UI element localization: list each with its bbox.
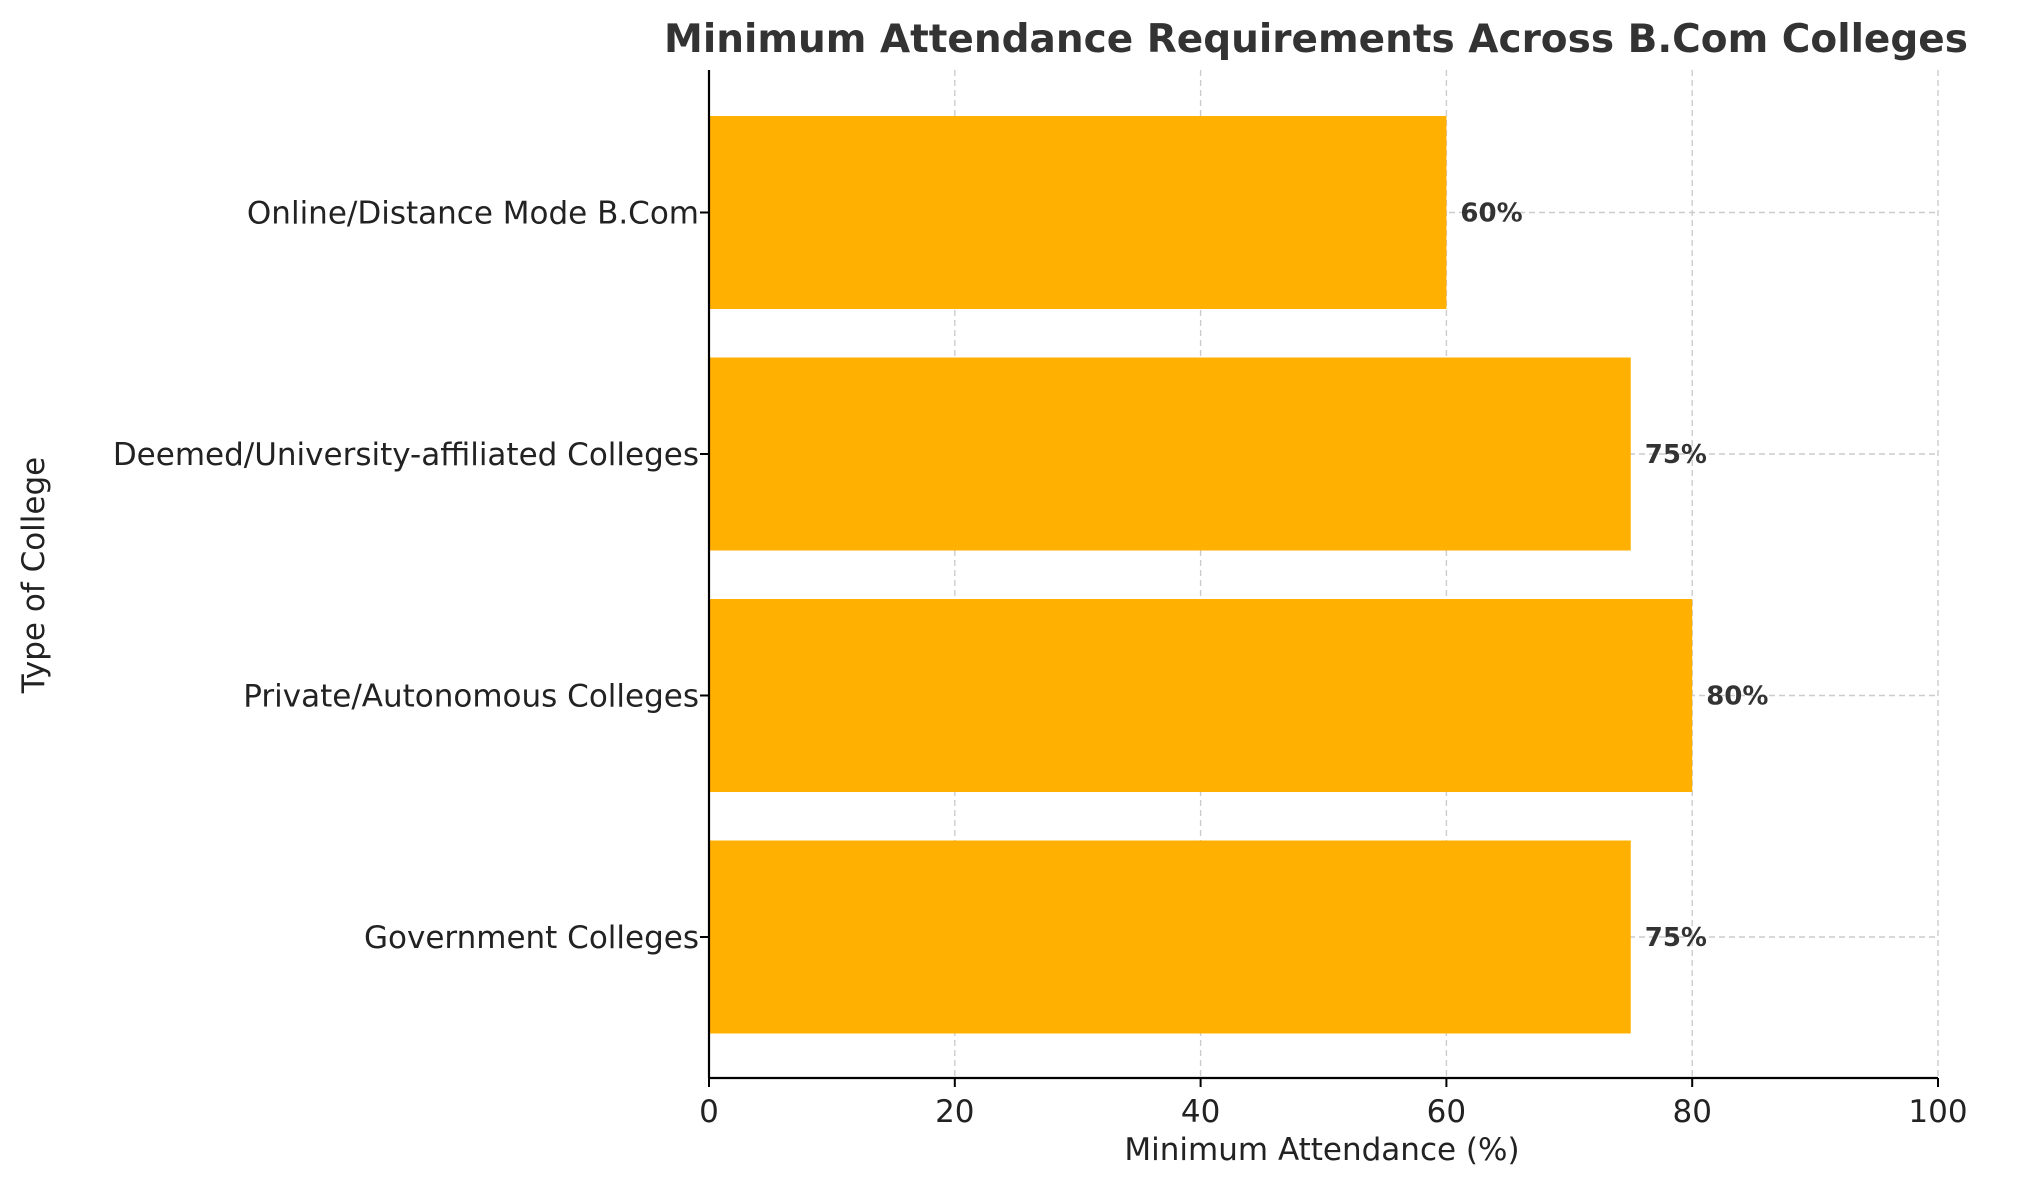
x-tick-label: 60 xyxy=(1427,1094,1466,1130)
y-ticks: Government Colleges Private/Autonomous Co… xyxy=(113,196,709,956)
data-label: 75% xyxy=(1645,923,1707,953)
y-tick-label: Online/Distance Mode B.Com xyxy=(247,196,699,232)
data-label: 75% xyxy=(1645,440,1707,470)
x-tick-label: 20 xyxy=(935,1094,974,1130)
bar xyxy=(709,840,1631,1034)
data-label: 60% xyxy=(1460,199,1522,229)
x-axis-label: Minimum Attendance (%) xyxy=(1124,1132,1519,1168)
y-tick-label: Deemed/University-affiliated Colleges xyxy=(113,437,699,473)
y-tick-label: Private/Autonomous Colleges xyxy=(243,679,699,715)
bar xyxy=(709,357,1631,551)
y-axis-label: Type of College xyxy=(16,457,52,694)
axes xyxy=(707,70,1938,1080)
x-tick-label: 40 xyxy=(1181,1094,1220,1130)
x-tick-label: 80 xyxy=(1672,1094,1711,1130)
data-label: 80% xyxy=(1706,682,1768,712)
x-tick-label: 0 xyxy=(699,1094,719,1130)
data-labels: 75% 80% 75% 60% xyxy=(1460,199,1768,954)
chart-title: Minimum Attendance Requirements Across B… xyxy=(664,17,1968,62)
x-ticks: 0 20 40 60 80 100 xyxy=(699,1078,1968,1130)
bar xyxy=(709,116,1447,309)
x-tick-label: 100 xyxy=(1908,1094,1967,1130)
bar xyxy=(709,599,1693,792)
bars xyxy=(709,116,1693,1034)
y-tick-label: Government Colleges xyxy=(364,920,699,956)
